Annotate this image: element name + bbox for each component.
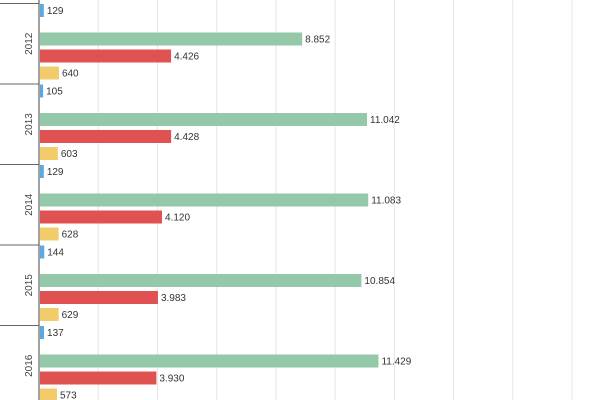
data-label: 11.429 — [381, 357, 411, 368]
data-label: 105 — [46, 87, 63, 98]
bar — [40, 326, 45, 339]
bar — [40, 210, 163, 224]
category-label: 2013 — [24, 113, 35, 136]
bar — [40, 113, 367, 126]
category-label: 2015 — [24, 274, 35, 297]
bar — [40, 32, 303, 46]
data-label: 628 — [62, 230, 79, 241]
data-label: 4.428 — [174, 132, 199, 143]
data-label: 640 — [62, 69, 79, 80]
bar — [40, 147, 58, 160]
data-label: 4.120 — [165, 213, 190, 224]
category-label: 2012 — [24, 32, 35, 55]
data-label: 137 — [47, 328, 64, 339]
data-label: 603 — [61, 149, 78, 160]
bar — [40, 388, 57, 400]
data-label: 3.930 — [159, 374, 184, 385]
data-label: 129 — [47, 6, 64, 17]
data-label: 4.426 — [174, 52, 199, 63]
bar — [40, 354, 379, 368]
data-label: 144 — [47, 248, 64, 259]
bar — [40, 245, 45, 259]
bar — [40, 66, 59, 80]
bar — [40, 49, 172, 63]
category-label: 2016 — [24, 354, 35, 377]
data-label: 629 — [62, 310, 79, 321]
bar — [40, 308, 59, 321]
bars — [40, 4, 379, 400]
data-label: 3.983 — [161, 293, 186, 304]
category-labels: 2012 2013 2014 2015 2016 — [24, 32, 35, 377]
data-label: 11.042 — [370, 115, 400, 126]
bar — [40, 193, 369, 207]
data-label: 129 — [47, 167, 64, 178]
bar — [40, 274, 362, 287]
bar — [40, 291, 158, 304]
data-label: 10.854 — [364, 276, 395, 287]
data-label: 573 — [60, 391, 77, 400]
bar — [40, 371, 157, 385]
category-label: 2014 — [24, 193, 35, 216]
bar — [40, 130, 172, 143]
value-labels: 129 8.852 4.426 640 105 11.042 4.428 603 129 11.0… — [46, 6, 412, 400]
group-separators — [0, 3, 39, 326]
data-label: 8.852 — [305, 35, 330, 46]
bar — [40, 4, 44, 17]
data-label: 11.083 — [371, 196, 401, 207]
bar — [40, 84, 44, 98]
bar — [40, 227, 59, 241]
bar — [40, 165, 44, 178]
